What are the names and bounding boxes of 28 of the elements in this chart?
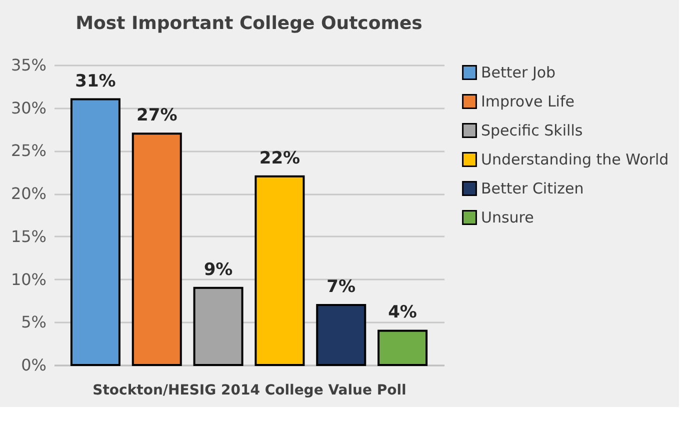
y-tick-label: 20% [10,184,46,204]
bar [132,132,182,366]
y-tick-label: 5% [21,312,46,332]
data-label: 4% [388,302,417,323]
legend-label: Improve Life [481,92,574,110]
y-tick-label: 10% [10,270,46,289]
x-axis-title: Stockton/HESIG 2014 College Value Poll [92,382,406,398]
y-tick-label: 30% [10,98,46,118]
legend-label: Specific Skills [481,122,583,140]
y-tick-label: 25% [10,141,46,160]
legend-label: Unsure [481,208,534,226]
legend-label: Better Job [481,64,556,82]
data-label: 31% [75,71,116,92]
data-label: 22% [259,148,300,168]
data-label: 27% [136,106,178,126]
bar [378,330,428,366]
chart-title: Most Important College Outcomes [76,13,422,34]
bar [193,286,244,366]
bar [70,98,120,366]
legend-label: Better Citizen [481,180,584,198]
data-label: 9% [204,260,233,280]
y-tick-label: 15% [10,226,46,246]
y-tick-label: 35% [10,56,46,74]
bar [316,304,366,366]
y-tick-label: 0% [21,356,46,374]
data-label: 7% [326,277,356,297]
bar [254,175,305,366]
legend-label: Understanding the World [481,150,669,168]
